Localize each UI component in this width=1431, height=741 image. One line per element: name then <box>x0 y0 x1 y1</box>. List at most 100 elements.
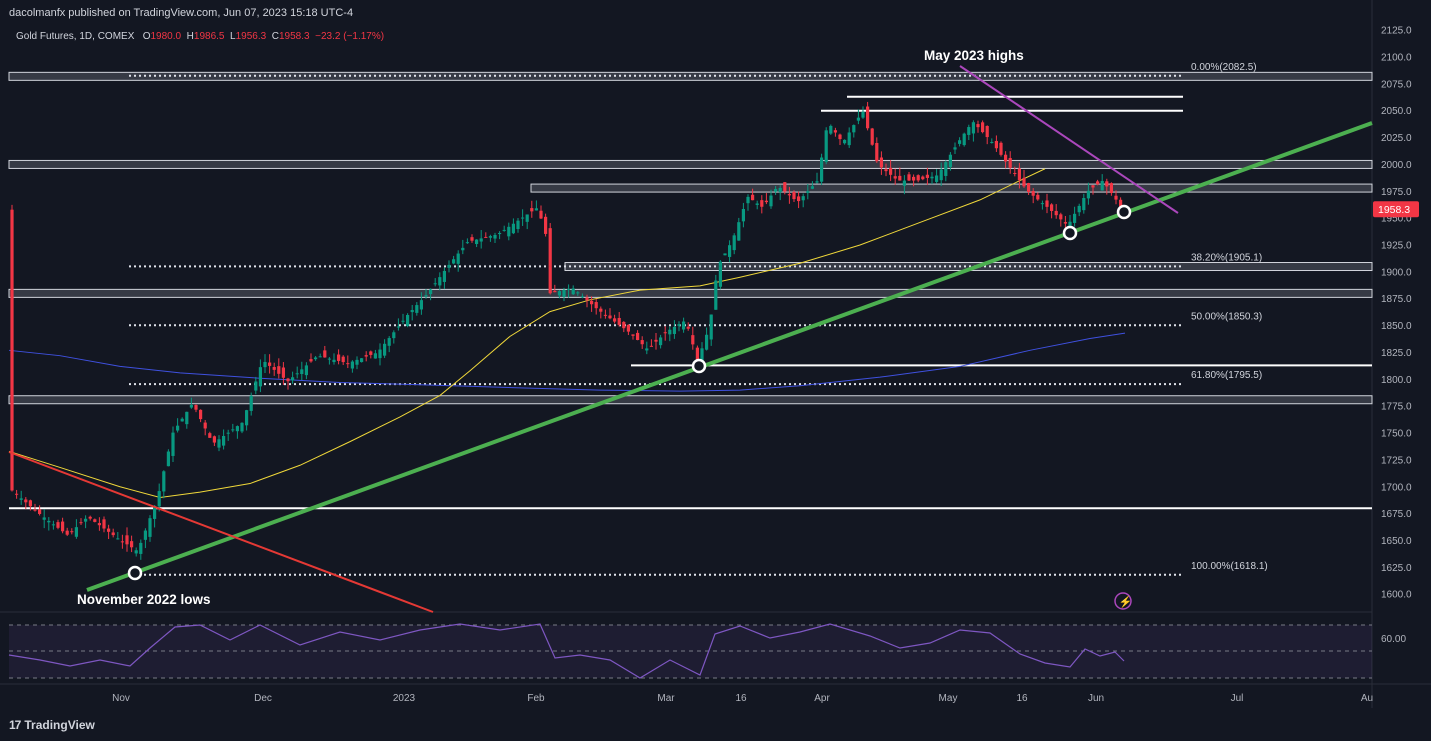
candle-body <box>792 191 796 200</box>
candle-body <box>1100 180 1104 191</box>
candle-body <box>42 517 46 520</box>
candle-body <box>447 264 451 268</box>
candle-body <box>93 519 97 522</box>
candle-body <box>337 354 341 361</box>
candle-body <box>19 498 23 500</box>
candle-body <box>199 409 203 420</box>
candle-body <box>470 237 474 241</box>
candle-body <box>139 542 143 554</box>
candle-body <box>189 404 193 408</box>
candle-body <box>539 210 543 219</box>
moving-averages <box>8 168 1126 499</box>
candle-body <box>525 214 529 222</box>
price-tick-label: 1675.0 <box>1381 509 1412 520</box>
candle-body <box>217 439 221 448</box>
ma50-line <box>8 168 1046 499</box>
candle-body <box>833 130 837 133</box>
candle-body <box>921 176 925 180</box>
candle-body <box>838 134 842 140</box>
candle-body <box>930 176 934 179</box>
candle-body <box>700 348 704 364</box>
candle-body <box>235 426 239 432</box>
close-value: 1958.3 <box>279 31 310 42</box>
candle-body <box>272 366 276 370</box>
candle-body <box>1054 210 1058 216</box>
time-tick-label: Dec <box>254 693 272 704</box>
candle-body <box>116 538 120 540</box>
candle-body <box>245 410 249 426</box>
candle-body <box>783 182 787 192</box>
fib-level-label: 0.00%(2082.5) <box>1191 62 1257 73</box>
candle-body <box>47 520 51 523</box>
candle-body <box>1031 190 1035 196</box>
candle-body <box>1086 190 1090 199</box>
candle-body <box>166 451 170 467</box>
candle-body <box>686 326 690 329</box>
candle-body <box>939 169 943 181</box>
rsi-pane: 60.00 <box>8 623 1406 679</box>
price-zone-band <box>8 288 1373 298</box>
candle-body <box>1036 194 1040 200</box>
candle-body <box>479 238 483 242</box>
candle-body <box>649 345 653 347</box>
candle-body <box>677 324 681 326</box>
candle-body <box>902 180 906 186</box>
candle-body <box>1050 204 1054 211</box>
swing-low-marker <box>691 358 707 374</box>
last-price-badge <box>1373 201 1419 218</box>
candle-body <box>617 317 621 325</box>
price-tick-label: 2100.0 <box>1381 53 1412 64</box>
candle-body <box>74 527 78 537</box>
time-tick-label: Apr <box>814 693 830 704</box>
candle-body <box>24 499 28 503</box>
candle-body <box>847 132 851 146</box>
price-axis: 1600.0 1625.0 1650.0 1675.0 1700.0 1725.0 1750… <box>1373 26 1419 601</box>
price-tick-label: 2025.0 <box>1381 133 1412 144</box>
open-value: 1980.0 <box>150 31 182 42</box>
candle-body <box>318 356 322 358</box>
candle-body <box>640 340 644 345</box>
candle-body <box>410 310 414 313</box>
candle-body <box>291 377 295 381</box>
candle-body <box>33 509 37 511</box>
candle-body <box>787 194 791 196</box>
candle-body <box>456 253 460 264</box>
candle-body <box>341 356 345 363</box>
candle-body <box>567 288 571 290</box>
candle-body <box>249 395 253 411</box>
candle-body <box>461 247 465 251</box>
candle-body <box>967 127 971 135</box>
candle-body <box>1017 168 1021 181</box>
candle-body <box>180 418 184 422</box>
candle-body <box>774 188 778 192</box>
time-tick-label: Jun <box>1088 693 1104 704</box>
candle-body <box>88 516 92 519</box>
open-label: O <box>142 31 151 42</box>
candle-body <box>594 302 598 309</box>
price-tick-label: 1775.0 <box>1381 402 1412 413</box>
candle-body <box>958 140 962 144</box>
candle-body <box>507 226 511 237</box>
candle-body <box>401 320 405 322</box>
candle-body <box>935 175 939 182</box>
candle-body <box>884 169 888 172</box>
candle-body <box>889 167 893 175</box>
candle-body <box>944 162 948 176</box>
chart-labels: 0.00%(2082.5) 38.20%(1905.1) 50.00%(1850.3… <box>77 48 1268 610</box>
price-tick-label: 1875.0 <box>1381 294 1412 305</box>
candle-body <box>999 142 1003 155</box>
price-tick-label: 1900.0 <box>1381 267 1412 278</box>
fib-level-label: 50.00%(1850.3) <box>1191 311 1262 322</box>
price-tick-label: 2050.0 <box>1381 106 1412 117</box>
candle-body <box>1077 205 1081 213</box>
symbol-name: Gold Futures, 1D, COMEX <box>16 31 135 42</box>
candle-body <box>691 335 695 345</box>
candle-body <box>571 288 575 295</box>
candle-body <box>475 239 479 245</box>
candle-body <box>65 530 69 535</box>
candle-body <box>360 358 364 363</box>
candle-body <box>806 191 810 193</box>
candlesticks <box>10 101 1123 560</box>
candle-body <box>659 337 663 346</box>
